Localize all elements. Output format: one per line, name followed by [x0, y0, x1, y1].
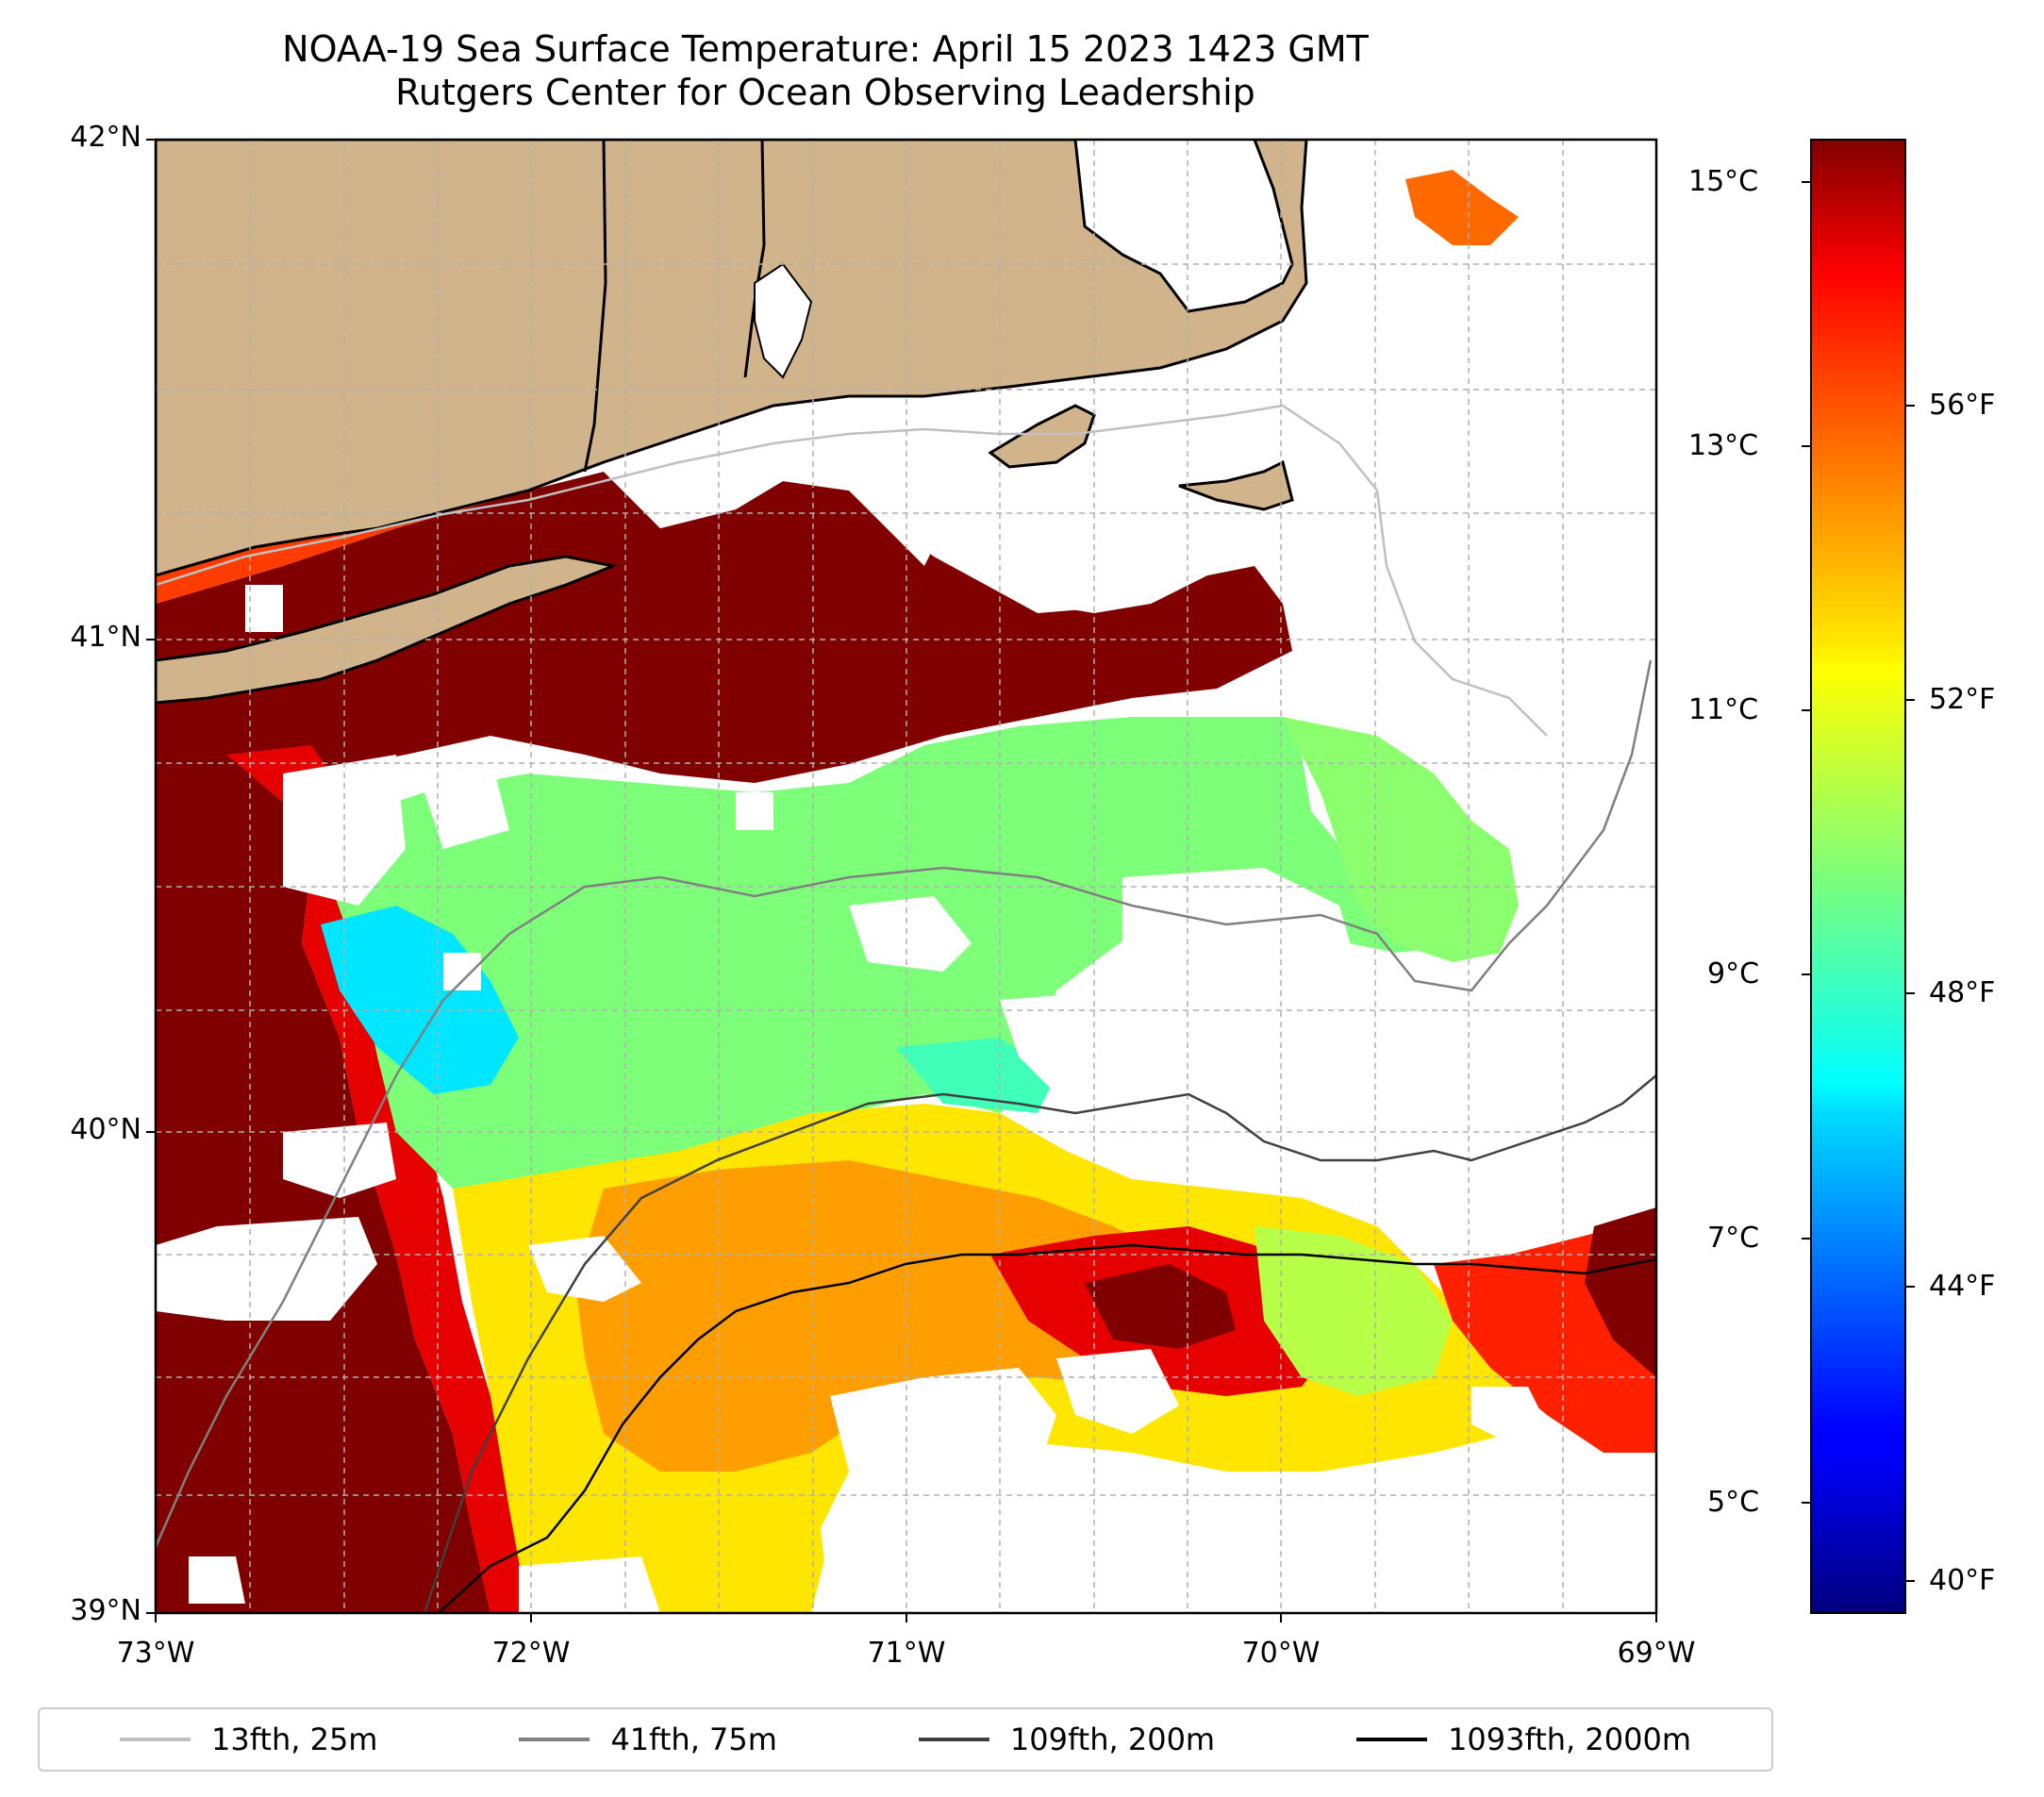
cloud-patch	[443, 953, 481, 990]
grid	[156, 140, 1656, 1613]
legend-item-2000m: 1093fth, 2000m	[1356, 1722, 1691, 1757]
colorbar-label-f: 52°F	[1929, 683, 1996, 716]
sst-region-dark-red-east	[1585, 1207, 1656, 1377]
sst-region-orange-ne	[1405, 170, 1519, 245]
legend-item-200m: 109fth, 200m	[918, 1722, 1216, 1757]
lat-label-40n: 40°N	[70, 1113, 141, 1146]
cloud-patch	[849, 896, 972, 972]
sst-region-dark-red-south	[1085, 1264, 1236, 1349]
land-marthas-vineyard	[988, 404, 1096, 469]
colorbar-label-c: 9°C	[1707, 957, 1760, 990]
colorbar-label-f: 56°F	[1929, 389, 1996, 422]
colorbar-label-f: 48°F	[1929, 976, 1996, 1009]
colorbar	[1810, 139, 1906, 1614]
cloud-patch	[821, 1368, 1056, 1613]
colorbar-label-c: 7°C	[1707, 1222, 1760, 1255]
map-title: NOAA-19 Sea Surface Temperature: April 1…	[282, 28, 1369, 70]
colorbar-label-c: 5°C	[1707, 1486, 1760, 1519]
contour-legend: 13fth, 25m 41fth, 75m 109fth, 200m 1093f…	[38, 1707, 1773, 1772]
cloud-patch	[1000, 990, 1141, 1104]
legend-label: 1093fth, 2000m	[1448, 1722, 1691, 1757]
lon-label-71w: 71°W	[867, 1637, 946, 1670]
colorbar-label-c: 13°C	[1688, 429, 1759, 462]
legend-label: 109fth, 200m	[1009, 1722, 1216, 1757]
land-nantucket	[1178, 459, 1294, 511]
narragansett-bay	[754, 262, 813, 379]
sst-region-green-plume	[1283, 717, 1519, 962]
contour-75m	[156, 659, 1653, 1548]
axis-ticks	[146, 139, 1657, 1622]
cloud-patch	[189, 1556, 245, 1604]
contour-200m	[423, 1074, 1656, 1613]
colorbar-label-c: 15°C	[1688, 165, 1759, 198]
lat-label-41n: 41°N	[70, 621, 141, 654]
cloud-patch	[283, 1123, 396, 1198]
cloud-patch	[519, 1556, 660, 1613]
cloud-patch-northeast	[1302, 140, 1656, 1000]
lon-label-69w: 69°W	[1617, 1637, 1696, 1670]
land-long-island	[156, 555, 619, 705]
state-border	[743, 140, 766, 378]
contour-25m	[156, 404, 1548, 737]
cloud-patch	[1056, 1349, 1179, 1434]
legend-label: 41fth, 75m	[610, 1722, 777, 1757]
colorbar-ticks	[1802, 181, 1915, 1582]
cloud-patch	[156, 1217, 377, 1321]
colorbar-label-c: 11°C	[1688, 693, 1759, 726]
legend-swatch	[119, 1738, 191, 1741]
legend-swatch	[918, 1738, 989, 1741]
cloud-patch	[245, 585, 283, 632]
cloud-patch-north	[528, 396, 1321, 613]
colorbar-label-f: 40°F	[1929, 1564, 1996, 1597]
sst-region-dark-red-north	[156, 472, 1292, 792]
legend-swatch	[519, 1738, 590, 1741]
legend-label: 13fth, 25m	[210, 1722, 378, 1757]
legend-item-25m: 13fth, 25m	[119, 1722, 378, 1757]
legend-item-75m: 41fth, 75m	[519, 1722, 777, 1757]
state-border	[583, 140, 607, 473]
cloud-patch	[1471, 1387, 1547, 1443]
legend-swatch	[1356, 1738, 1428, 1741]
cloud-patch	[415, 755, 509, 849]
lon-label-73w: 73°W	[116, 1637, 195, 1670]
lat-label-39n: 39°N	[70, 1594, 141, 1627]
cloud-patch	[736, 792, 773, 830]
sst-region-cyan	[321, 906, 519, 1094]
cloud-patch	[1122, 868, 1358, 1019]
cloud-patch	[528, 1236, 641, 1302]
sst-field	[156, 140, 1656, 1613]
sst-region-green-east	[1255, 1226, 1453, 1396]
land-new-england	[156, 140, 1308, 577]
lon-label-72w: 72°W	[491, 1637, 571, 1670]
lat-label-42n: 42°N	[70, 121, 141, 154]
lon-label-70w: 70°W	[1241, 1637, 1321, 1670]
map-subtitle: Rutgers Center for Ocean Observing Leade…	[395, 72, 1255, 113]
colorbar-label-f: 44°F	[1929, 1270, 1996, 1303]
contour-2000m	[438, 1243, 1656, 1613]
